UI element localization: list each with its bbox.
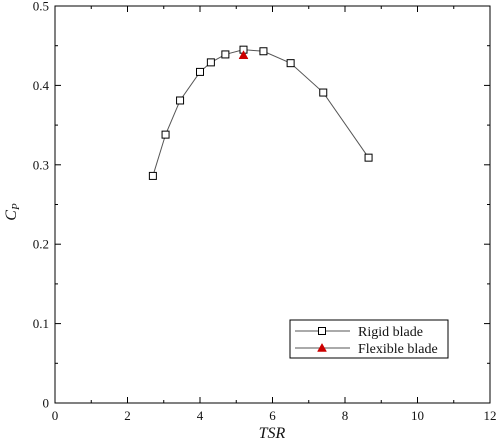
y-axis-title: CP — [3, 203, 22, 221]
legend-marker-rigid — [318, 327, 326, 335]
legend-label-rigid: Rigid blade — [358, 325, 423, 340]
flexible-blade-point — [238, 50, 249, 59]
y-axis-ticks: 0 0.1 0.2 0.3 0.4 0.5 — [33, 0, 490, 411]
svg-text:CP: CP — [3, 203, 22, 221]
x-tick-label: 12 — [484, 408, 497, 423]
y-tick-label: 0.5 — [33, 0, 49, 14]
rigid-blade-point — [286, 59, 295, 68]
rigid-blade-line — [152, 49, 369, 177]
x-tick-label: 8 — [342, 408, 349, 423]
x-tick-label: 6 — [269, 408, 276, 423]
x-tick-label: 4 — [197, 408, 204, 423]
rigid-blade-point — [364, 153, 373, 162]
series-layer — [148, 45, 373, 180]
y-tick-label: 0.2 — [33, 237, 49, 252]
rigid-blade-point — [148, 171, 157, 180]
legend-label-flexible: Flexible blade — [358, 342, 438, 357]
rigid-blade-point — [176, 96, 185, 105]
legend-box — [289, 319, 449, 359]
rigid-blade-point — [196, 67, 204, 76]
y-tick-label: 0.3 — [33, 157, 49, 172]
y-tick-label: 0.1 — [33, 316, 49, 331]
legend-marker-flexible — [317, 342, 327, 352]
y-tick-label: 0.4 — [33, 78, 50, 93]
y-tick-label: 0 — [43, 396, 50, 411]
y-axis-title-main: C — [3, 210, 20, 221]
y-axis-title-sub: P — [10, 203, 22, 211]
x-tick-label: 0 — [52, 408, 59, 423]
rigid-blade-point — [221, 50, 230, 59]
x-axis-ticks: 0 2 4 6 8 10 12 — [52, 6, 497, 423]
x-tick-label: 2 — [124, 408, 131, 423]
rigid-blade-point — [206, 58, 215, 67]
rigid-blade-point — [161, 130, 170, 139]
x-axis-title: TSR — [259, 425, 286, 442]
rigid-blade-point — [259, 47, 268, 56]
rigid-blade-point — [319, 88, 328, 97]
legend: Rigid blade Flexible blade — [289, 319, 449, 359]
x-tick-label: 10 — [411, 408, 424, 423]
